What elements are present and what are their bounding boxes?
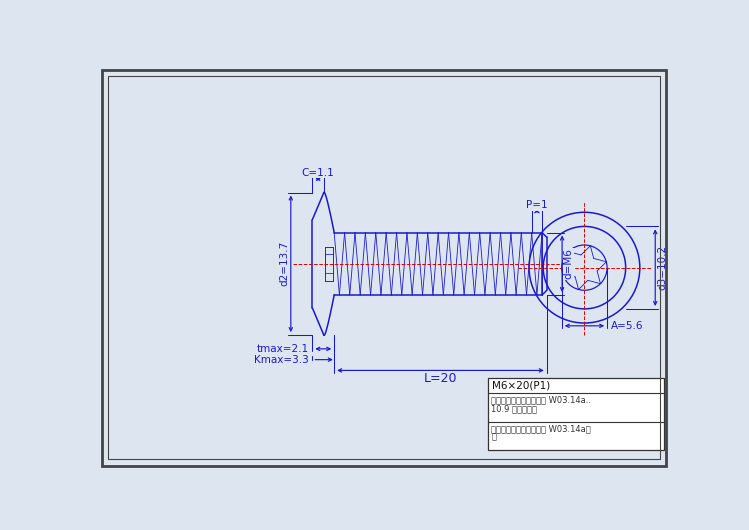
Text: 梅花槽平圆头带华司螺鉤 W03.14a..: 梅花槽平圆头带华司螺鉤 W03.14a..: [491, 395, 591, 404]
Text: d3=10.2: d3=10.2: [657, 245, 667, 290]
Text: A=5.6: A=5.6: [611, 321, 643, 331]
Bar: [488, 378, 664, 450]
Text: 梅花槽平圆头带华司螺鉤 W03.14a全: 梅花槽平圆头带华司螺鉤 W03.14a全: [491, 424, 591, 433]
Text: 10.9 三价蓝白锤: 10.9 三价蓝白锤: [491, 404, 537, 413]
Text: P=1: P=1: [526, 200, 548, 210]
Text: d2=13.7: d2=13.7: [279, 241, 290, 286]
Text: L=20: L=20: [424, 372, 457, 385]
Text: M6×20(P1): M6×20(P1): [492, 381, 551, 391]
Text: C=1.1: C=1.1: [302, 167, 335, 178]
Text: d=M6: d=M6: [563, 249, 573, 279]
Text: Kmax=3.3: Kmax=3.3: [254, 355, 309, 365]
Text: tmax=2.1: tmax=2.1: [256, 344, 309, 354]
Text: 牙: 牙: [491, 432, 497, 441]
